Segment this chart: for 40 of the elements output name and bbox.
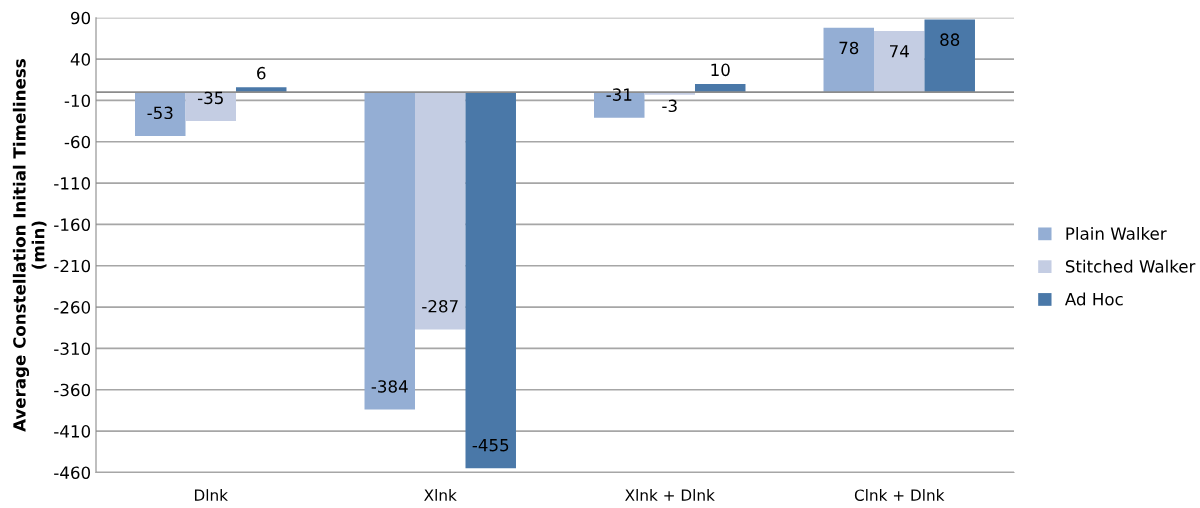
- data-label: 74: [890, 45, 909, 58]
- y-tick-label: -460: [54, 466, 91, 480]
- legend-label: Ad Hoc: [1064, 292, 1123, 306]
- bar: [415, 92, 466, 330]
- legend-label: Stitched Walker: [1065, 259, 1196, 273]
- y-tick-label: -210: [54, 259, 91, 273]
- x-tick-label: Xlnk: [424, 489, 457, 501]
- x-tick-label: Xlnk + Dlnk: [625, 489, 715, 501]
- bar: [874, 31, 925, 93]
- data-label: -287: [422, 299, 458, 313]
- data-label: -3: [662, 99, 677, 113]
- data-label: -35: [197, 91, 223, 105]
- data-label: 10: [711, 63, 730, 77]
- data-label: -455: [472, 439, 509, 452]
- y-tick-label: -360: [54, 383, 91, 397]
- y-tick-label: -260: [54, 301, 91, 314]
- bar: [465, 92, 516, 469]
- x-tick-label: Clnk + Dlnk: [854, 489, 945, 501]
- y-tick-label: -160: [54, 218, 91, 232]
- y-tick-label: 40: [70, 53, 91, 66]
- data-label: -384: [371, 380, 408, 393]
- bar: [135, 92, 186, 136]
- bar: [924, 19, 975, 93]
- y-tick-label: 90: [70, 11, 91, 25]
- y-axis-title: Average Constellation Initial Timeliness (min): [12, 59, 47, 432]
- data-label: 6: [257, 66, 266, 80]
- data-label: -31: [606, 88, 632, 101]
- bar: [823, 27, 874, 93]
- x-tick-label: Dlnk: [194, 489, 228, 501]
- y-tick-label: -410: [54, 425, 91, 438]
- bar: [364, 92, 416, 410]
- data-label: 78: [839, 41, 859, 55]
- data-label: -53: [147, 106, 173, 120]
- y-tick-label: -310: [54, 342, 91, 356]
- data-label: 88: [940, 33, 960, 46]
- bar: [185, 92, 236, 122]
- legend-label: Plain Walker: [1066, 226, 1167, 240]
- y-tick-label: -110: [54, 177, 91, 190]
- y-tick-label: -60: [64, 135, 91, 149]
- y-tick-label: -10: [64, 94, 91, 108]
